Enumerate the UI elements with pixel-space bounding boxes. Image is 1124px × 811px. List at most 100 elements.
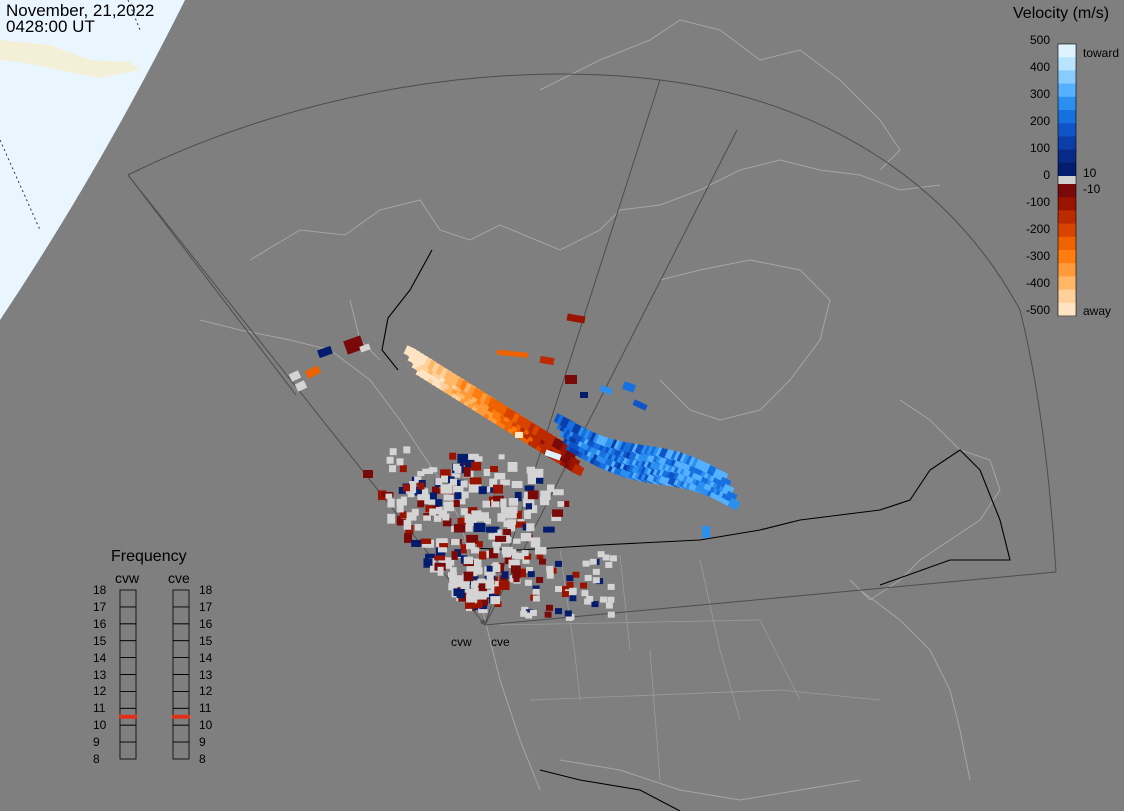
frequency-box-cell xyxy=(172,691,190,709)
scatter-cell xyxy=(520,533,532,542)
scatter-cell xyxy=(474,602,483,609)
scatter-cell xyxy=(407,490,415,498)
colorbar-swatch-away xyxy=(1058,223,1076,238)
colorbar-tick-label: 500 xyxy=(1029,33,1050,47)
time-label: 0428:00 UT xyxy=(6,17,95,36)
scatter-cell xyxy=(420,538,432,544)
scatter-cell xyxy=(400,496,407,506)
scatter-cell xyxy=(465,459,475,469)
scatter-cell xyxy=(497,513,506,522)
scatter-cell xyxy=(490,596,501,605)
scatter-cell xyxy=(494,601,502,607)
scatter-cell xyxy=(521,606,529,613)
frequency-title: Frequency xyxy=(111,548,187,565)
frequency-box-cell xyxy=(119,657,137,675)
scatter-cell xyxy=(494,529,502,539)
scatter-cell xyxy=(503,529,511,537)
scatter-cell xyxy=(525,612,533,619)
scatter-cell xyxy=(605,561,613,568)
scatter-cell xyxy=(457,453,469,464)
scatter-cell xyxy=(473,522,486,533)
frequency-box-cell xyxy=(119,623,137,642)
scatter-cell xyxy=(493,495,504,502)
scatter-cell xyxy=(413,486,424,496)
scatter-cell xyxy=(572,571,580,578)
scatter-cell xyxy=(551,514,562,522)
scatter-cell xyxy=(477,512,489,522)
scatter-cell xyxy=(554,560,562,567)
scatter-cell xyxy=(476,567,483,575)
scatter-cell xyxy=(499,575,508,584)
scatter-cell xyxy=(386,456,394,464)
scatter-cell xyxy=(417,494,430,504)
scatter-cell xyxy=(425,553,435,561)
freq-tick-right: 18 xyxy=(199,583,213,597)
scatter-cell xyxy=(506,350,514,357)
scatter-cell xyxy=(408,481,416,489)
scatter-cell xyxy=(539,558,547,565)
scatter-cell xyxy=(524,553,532,560)
scatter-cell xyxy=(482,589,492,598)
scatter-cell xyxy=(524,510,531,519)
scatter-cell xyxy=(490,564,501,573)
scatter-cell xyxy=(540,490,551,501)
scatter-cell xyxy=(514,521,526,528)
scatter-cell xyxy=(496,349,504,356)
scatter-cell xyxy=(454,549,462,557)
colorbar-tick-label: -100 xyxy=(1025,195,1050,209)
radar-label-cvw: cvw xyxy=(451,635,472,649)
scatter-cell xyxy=(515,552,526,560)
scatter-cell xyxy=(509,506,518,514)
scatter-cell xyxy=(501,350,509,356)
scatter-cell xyxy=(607,611,615,618)
scatter-cell xyxy=(580,582,588,589)
radar-label-cve: cve xyxy=(491,635,510,649)
scatter-cell xyxy=(387,513,396,524)
scatter-cell xyxy=(442,518,452,527)
scatter-cell xyxy=(399,511,407,519)
scatter-cell xyxy=(429,508,437,516)
colorbar-swatch-away xyxy=(1058,250,1076,264)
scatter-cell xyxy=(466,594,478,603)
scatter-cell xyxy=(294,380,308,392)
scatter-cell xyxy=(463,466,471,477)
frequency-indicators xyxy=(119,589,190,760)
neg10-label: -10 xyxy=(1083,182,1101,196)
scatter-cell xyxy=(464,513,472,524)
scatter-cell xyxy=(592,577,600,584)
scatter-cell xyxy=(417,471,425,477)
frequency-marker xyxy=(172,714,190,719)
scatter-cell xyxy=(457,517,470,526)
scatter-cell xyxy=(435,499,443,507)
state-lines xyxy=(499,549,881,781)
scatter-cell xyxy=(478,583,488,592)
scatter-cell xyxy=(502,547,511,558)
scatter-cell xyxy=(510,565,521,574)
scatter-cell xyxy=(486,574,494,584)
scatter-cell xyxy=(486,526,498,533)
scatter-cell xyxy=(440,510,448,518)
freq-tick-right: 16 xyxy=(199,616,213,631)
scatter-cell xyxy=(464,600,476,609)
scatter-cell xyxy=(536,577,544,584)
colorbar-swatch-away xyxy=(1058,302,1076,317)
scatter-cell xyxy=(288,370,302,382)
scatter-cell xyxy=(473,587,484,595)
scatter-cell xyxy=(602,554,610,561)
frequency-box-cell xyxy=(119,724,137,743)
scatter-cell xyxy=(460,580,470,590)
scatter-cell xyxy=(453,575,464,586)
colorbar-swatch-toward xyxy=(1058,110,1076,124)
scatter-cell xyxy=(439,543,448,549)
scatter-cell xyxy=(609,555,617,562)
scatter-cell xyxy=(564,610,572,617)
scatter-cell xyxy=(494,472,506,480)
scatter-cell xyxy=(461,491,469,499)
colorbar-tick-label: -500 xyxy=(1025,303,1050,317)
freq-tick-right: 13 xyxy=(199,667,213,682)
freq-label-cve: cve xyxy=(168,570,190,586)
scatter-cell xyxy=(435,478,443,486)
scatter-cell xyxy=(486,487,495,493)
scatter-cell xyxy=(451,469,461,478)
scatter-cell xyxy=(463,556,474,565)
